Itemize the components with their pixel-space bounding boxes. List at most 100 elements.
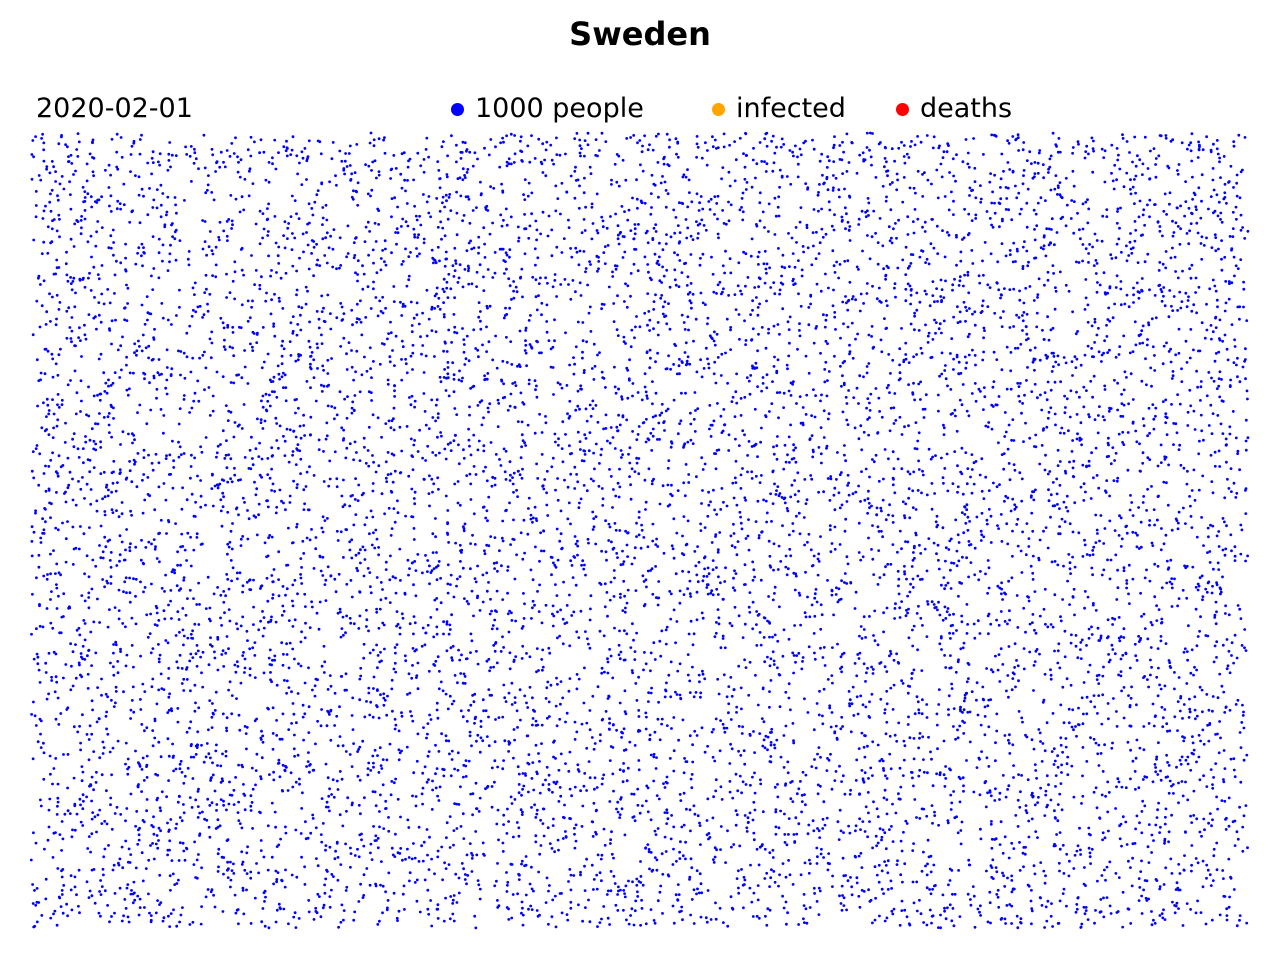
data-point-people [379, 309, 383, 313]
data-point-people [550, 465, 554, 469]
data-point-people [753, 808, 757, 812]
data-point-people [352, 523, 356, 527]
data-point-people [711, 568, 715, 572]
data-point-people [1006, 447, 1010, 451]
data-point-people [327, 794, 331, 798]
data-point-people [426, 570, 429, 573]
data-point-people [597, 267, 600, 271]
data-point-people [222, 872, 225, 876]
data-point-people [1007, 695, 1010, 699]
data-point-people [1003, 499, 1006, 503]
data-point-people [106, 415, 110, 419]
data-point-people [440, 845, 444, 849]
data-point-people [425, 736, 428, 740]
data-point-people [1079, 485, 1083, 489]
data-point-people [917, 708, 921, 712]
data-point-people [416, 661, 420, 665]
data-point-people [900, 849, 904, 853]
data-point-people [1086, 320, 1090, 324]
data-point-people [87, 758, 91, 762]
data-point-people [1238, 914, 1242, 917]
data-point-people [812, 388, 815, 391]
data-point-people [1033, 238, 1037, 242]
data-point-people [199, 655, 203, 659]
data-point-people [262, 616, 266, 619]
data-point-people [896, 266, 900, 270]
data-point-people [614, 903, 618, 907]
data-point-people [437, 296, 441, 300]
data-point-people [765, 299, 768, 303]
data-point-people [893, 286, 896, 290]
data-point-people [406, 224, 410, 228]
data-point-people [1211, 786, 1215, 790]
data-point-people [165, 366, 169, 369]
data-point-people [191, 308, 195, 312]
data-point-people [979, 827, 982, 831]
data-point-people [100, 693, 103, 697]
data-point-people [519, 391, 523, 395]
data-point-people [1013, 503, 1017, 507]
data-point-people [42, 209, 46, 213]
data-point-people [207, 752, 211, 756]
legend-marker-infected [712, 102, 725, 116]
data-point-people [479, 180, 482, 184]
data-point-people [840, 503, 844, 507]
data-point-people [500, 379, 504, 383]
data-point-people [627, 922, 631, 926]
data-point-people [492, 561, 496, 565]
data-point-people [233, 421, 237, 424]
data-point-people [950, 687, 954, 690]
data-point-people [1117, 673, 1120, 677]
data-point-people [174, 258, 178, 262]
data-point-people [537, 282, 541, 285]
data-point-people [1028, 285, 1032, 288]
data-point-people [1062, 564, 1065, 568]
data-point-people [742, 749, 746, 753]
data-point-people [259, 138, 263, 142]
data-point-people [161, 259, 164, 263]
data-point-people [568, 817, 571, 820]
data-point-people [315, 310, 319, 313]
data-point-people [967, 677, 970, 680]
data-point-people [192, 399, 196, 403]
data-point-people [825, 446, 828, 450]
data-point-people [781, 307, 785, 311]
data-point-people [958, 320, 962, 323]
data-point-people [217, 235, 221, 239]
data-point-people [806, 595, 809, 599]
data-point-people [555, 676, 558, 680]
data-point-people [928, 304, 932, 308]
data-point-people [219, 593, 223, 597]
data-point-people [505, 267, 508, 271]
data-point-people [877, 880, 881, 884]
data-point-people [799, 873, 803, 877]
data-point-people [797, 511, 801, 515]
data-point-people [886, 871, 890, 875]
data-point-people [821, 827, 825, 830]
data-point-people [1212, 847, 1216, 851]
data-point-people [266, 457, 270, 460]
data-point-people [345, 352, 348, 356]
data-point-people [757, 263, 760, 266]
data-point-people [685, 807, 688, 811]
data-point-people [377, 771, 381, 774]
data-point-people [727, 449, 731, 452]
data-point-people [227, 867, 230, 871]
data-point-people [576, 430, 580, 434]
data-point-people [534, 295, 538, 299]
data-point-people [613, 385, 617, 389]
data-point-people [789, 182, 793, 186]
data-point-people [1020, 499, 1024, 503]
data-point-people [1123, 302, 1127, 306]
data-point-people [237, 713, 241, 717]
data-point-people [68, 470, 72, 474]
data-point-people [760, 426, 763, 430]
data-point-people [1018, 805, 1022, 809]
data-point-people [774, 825, 778, 829]
data-point-people [299, 436, 303, 440]
data-point-people [307, 705, 311, 709]
data-point-people [326, 776, 330, 780]
data-point-people [1118, 514, 1121, 518]
data-point-people [51, 451, 54, 455]
data-point-people [1062, 500, 1066, 504]
